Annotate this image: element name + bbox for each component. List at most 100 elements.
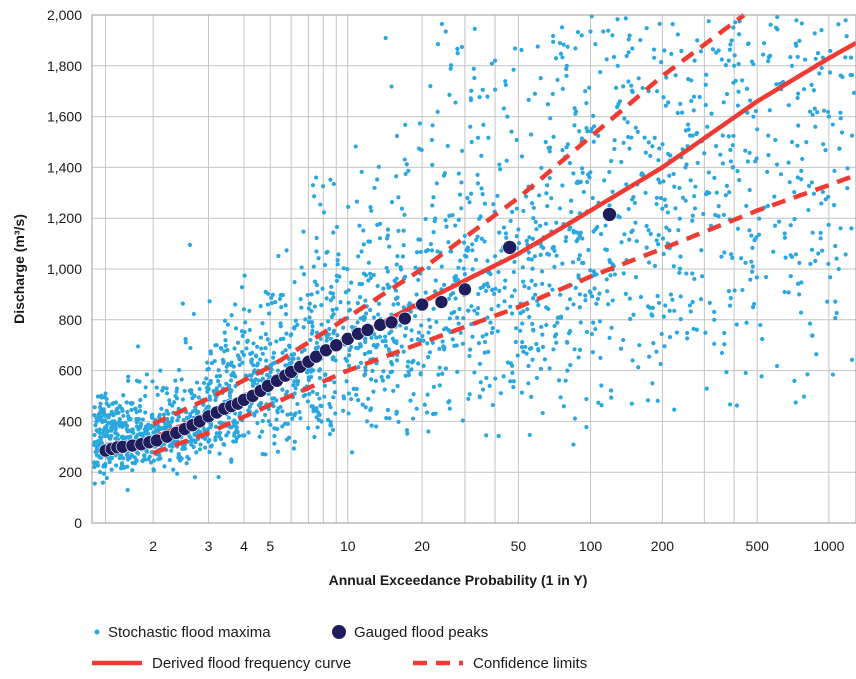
stochastic-point xyxy=(469,191,474,196)
stochastic-point xyxy=(414,250,420,255)
stochastic-point xyxy=(299,305,304,310)
stochastic-point xyxy=(103,391,108,396)
stochastic-point xyxy=(603,223,608,228)
stochastic-point xyxy=(441,344,446,349)
stochastic-point xyxy=(650,313,655,318)
stochastic-point xyxy=(452,275,457,280)
stochastic-point xyxy=(158,368,163,373)
stochastic-point xyxy=(540,410,545,416)
stochastic-point xyxy=(809,247,815,252)
stochastic-point xyxy=(310,324,315,329)
stochastic-point xyxy=(425,341,430,346)
stochastic-point xyxy=(826,194,831,199)
stochastic-point xyxy=(404,162,409,167)
stochastic-point xyxy=(401,349,406,354)
stochastic-point xyxy=(544,305,549,310)
stochastic-point xyxy=(98,405,103,410)
stochastic-point xyxy=(302,347,307,352)
stochastic-point xyxy=(792,217,797,222)
stochastic-point xyxy=(447,92,452,97)
stochastic-point xyxy=(359,249,364,254)
stochastic-point xyxy=(772,194,777,199)
stochastic-point xyxy=(490,326,495,331)
stochastic-point xyxy=(584,126,589,131)
stochastic-point xyxy=(320,286,325,291)
stochastic-point xyxy=(561,42,566,47)
stochastic-point xyxy=(301,325,306,330)
stochastic-point xyxy=(755,127,760,132)
stochastic-point xyxy=(427,350,433,355)
stochastic-point xyxy=(575,30,581,35)
stochastic-point xyxy=(315,391,320,397)
stochastic-point xyxy=(403,122,408,127)
stochastic-point xyxy=(443,218,448,223)
stochastic-point xyxy=(214,374,219,379)
stochastic-point xyxy=(838,110,843,115)
stochastic-point xyxy=(194,450,199,455)
y-tick-label: 0 xyxy=(74,515,82,531)
stochastic-point xyxy=(747,150,752,155)
stochastic-point xyxy=(129,407,134,413)
stochastic-point xyxy=(839,130,845,135)
stochastic-point xyxy=(364,311,369,316)
stochastic-point xyxy=(606,28,611,33)
stochastic-point xyxy=(512,46,518,51)
stochastic-point xyxy=(388,370,393,375)
stochastic-point xyxy=(288,333,293,338)
stochastic-point xyxy=(727,47,733,52)
stochastic-point xyxy=(675,110,680,116)
stochastic-point xyxy=(405,364,410,369)
stochastic-point xyxy=(516,240,522,246)
stochastic-point xyxy=(786,160,791,165)
stochastic-point xyxy=(667,228,672,233)
stochastic-point xyxy=(344,379,349,384)
stochastic-point xyxy=(580,236,585,241)
stochastic-point xyxy=(233,302,238,307)
stochastic-point xyxy=(661,179,666,184)
stochastic-point xyxy=(95,394,100,399)
stochastic-point xyxy=(317,368,322,373)
stochastic-point xyxy=(591,229,596,234)
stochastic-point xyxy=(471,66,476,71)
stochastic-point xyxy=(377,334,383,339)
stochastic-point xyxy=(347,348,352,353)
stochastic-point xyxy=(584,396,589,402)
stochastic-point xyxy=(476,291,481,297)
stochastic-point xyxy=(705,124,710,129)
stochastic-point xyxy=(656,158,661,163)
stochastic-point xyxy=(733,78,738,83)
stochastic-point xyxy=(362,372,368,377)
stochastic-point xyxy=(174,389,179,394)
stochastic-point xyxy=(265,337,270,342)
stochastic-point xyxy=(431,384,436,389)
stochastic-point xyxy=(572,106,577,111)
stochastic-point xyxy=(191,444,196,450)
stochastic-point xyxy=(743,260,748,265)
stochastic-point xyxy=(208,424,213,430)
stochastic-point xyxy=(137,408,143,413)
stochastic-point xyxy=(354,392,359,398)
stochastic-point xyxy=(518,328,523,333)
stochastic-point xyxy=(731,133,736,139)
stochastic-point xyxy=(368,204,373,210)
stochastic-point xyxy=(648,231,653,237)
stochastic-point xyxy=(188,435,193,441)
stochastic-point xyxy=(783,255,788,260)
stochastic-point xyxy=(593,326,598,332)
stochastic-point xyxy=(501,225,507,230)
stochastic-point xyxy=(309,404,314,409)
stochastic-point xyxy=(191,311,196,317)
stochastic-point xyxy=(423,249,429,254)
stochastic-point xyxy=(610,33,615,38)
stochastic-point xyxy=(452,343,457,348)
stochastic-point xyxy=(496,303,501,308)
stochastic-point xyxy=(826,109,831,115)
stochastic-point xyxy=(537,193,542,198)
stochastic-point xyxy=(295,379,301,384)
stochastic-point xyxy=(786,103,791,108)
stochastic-point xyxy=(502,299,507,304)
stochastic-point xyxy=(511,67,516,72)
stochastic-point xyxy=(588,129,593,134)
stochastic-point xyxy=(298,416,303,421)
stochastic-point xyxy=(804,140,809,145)
